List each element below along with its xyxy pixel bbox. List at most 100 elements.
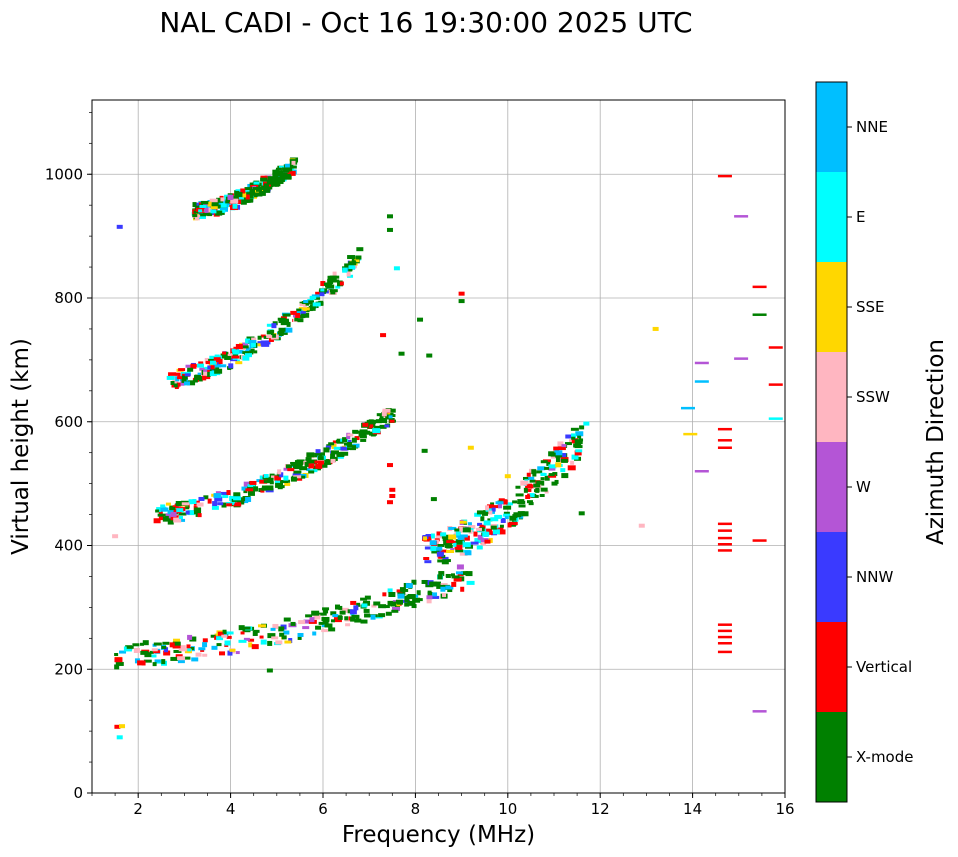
echo-point-x-mode — [458, 299, 465, 304]
echo-point-x-mode — [326, 459, 332, 465]
echo-point-x-mode — [416, 590, 421, 596]
echo-point-x-mode — [515, 485, 521, 489]
echo-point-e — [483, 520, 491, 526]
echo-point-ssw — [178, 648, 187, 652]
echo-point-x-mode — [430, 497, 437, 502]
echo-point-x-mode — [265, 485, 274, 491]
echo-point-x-mode — [550, 452, 556, 457]
echo-point-x-mode — [277, 331, 284, 337]
echo-point-e — [571, 454, 579, 460]
colorbar-label: Vertical — [856, 658, 912, 676]
echo-point-x-mode — [283, 617, 291, 622]
echo-point-x-mode — [350, 445, 357, 451]
echo-point-x-mode — [249, 195, 254, 199]
echo-point-nne — [202, 642, 208, 648]
echo-point-e — [485, 506, 493, 512]
echo-point-e — [490, 517, 499, 522]
echo-point-x-mode — [314, 296, 321, 300]
echo-point-vertical — [717, 529, 732, 532]
echo-point-x-mode — [240, 199, 247, 205]
echo-point-x-mode — [445, 574, 450, 578]
echo-point-nnw — [185, 510, 190, 515]
echo-point-vertical — [259, 635, 264, 639]
echo-point-vertical — [440, 549, 447, 553]
echo-point-x-mode — [456, 539, 463, 545]
echo-point-nne — [211, 645, 218, 650]
echo-point-vertical — [362, 422, 369, 427]
echo-point-x-mode — [334, 604, 340, 610]
echo-point-ssw — [341, 607, 349, 613]
echo-point-x-mode — [363, 608, 370, 613]
echo-point-nne — [528, 476, 535, 480]
echo-point-vertical — [231, 355, 240, 359]
echo-point-vertical — [198, 361, 204, 365]
echo-point-vertical — [158, 515, 164, 521]
echo-point-e — [244, 353, 252, 358]
echo-point-x-mode — [437, 574, 443, 580]
echo-point-x-mode — [536, 470, 543, 474]
colorbar-swatch-e — [816, 172, 847, 262]
echo-point-e — [211, 505, 219, 510]
echo-point-x-mode — [328, 442, 335, 446]
echo-point-x-mode — [266, 668, 273, 673]
echo-point-vertical — [479, 524, 486, 529]
echo-point-nnw — [184, 373, 191, 377]
echo-point-x-mode — [327, 279, 334, 285]
echo-point-w — [187, 634, 193, 640]
echo-point-x-mode — [462, 527, 471, 533]
echo-point-ssw — [204, 357, 210, 363]
echo-point-vertical — [526, 472, 531, 477]
echo-point-e — [186, 370, 191, 375]
echo-point-e — [226, 631, 234, 635]
echo-point-x-mode — [311, 610, 320, 616]
echo-point-x-mode — [379, 414, 384, 419]
echo-point-x-mode — [252, 630, 258, 636]
echo-point-x-mode — [364, 613, 371, 618]
echo-point-nne — [248, 340, 257, 344]
echo-point-x-mode — [387, 408, 396, 413]
echo-point-x-mode — [267, 633, 276, 639]
echo-point-nne — [218, 364, 227, 368]
echo-point-vertical — [173, 372, 181, 378]
echo-point-ssw — [638, 523, 645, 528]
echo-point-x-mode — [143, 659, 152, 663]
echo-point-x-mode — [390, 601, 397, 607]
echo-point-x-mode — [290, 621, 296, 626]
echo-point-e — [242, 355, 250, 361]
echo-point-ssw — [207, 207, 212, 213]
echo-point-x-mode — [351, 437, 357, 443]
echo-point-vertical — [473, 531, 478, 537]
echo-point-x-mode — [155, 509, 160, 513]
y-tick-label: 1000 — [45, 165, 83, 183]
echo-point-e — [312, 302, 321, 307]
echo-point-vertical — [396, 589, 403, 593]
echo-point-sse — [284, 482, 291, 486]
echo-point-x-mode — [310, 459, 318, 465]
echo-point-nne — [388, 415, 393, 419]
echo-point-x-mode — [221, 502, 227, 508]
echo-point-x-mode — [376, 413, 384, 417]
echo-point-vertical — [219, 651, 226, 656]
echo-point-x-mode — [178, 512, 187, 516]
echo-point-vertical — [502, 499, 508, 505]
echo-point-x-mode — [275, 169, 280, 173]
echo-point-e — [250, 342, 256, 348]
echo-point-x-mode — [399, 587, 406, 591]
echo-point-ssw — [442, 593, 447, 598]
echo-point-x-mode — [278, 626, 285, 632]
echo-point-ssw — [230, 198, 239, 204]
echo-point-w — [734, 357, 749, 360]
echo-point-x-mode — [555, 454, 562, 458]
echo-point-x-mode — [132, 643, 140, 647]
echo-point-x-mode — [306, 452, 315, 458]
echo-point-x-mode — [526, 500, 533, 504]
echo-point-x-mode — [577, 435, 582, 439]
echo-point-ssw — [271, 636, 279, 640]
echo-point-x-mode — [330, 289, 336, 295]
echo-point-vertical — [446, 540, 455, 544]
echo-point-sse — [211, 493, 216, 497]
echo-point-e — [187, 510, 195, 516]
echo-point-sse — [173, 638, 181, 643]
echo-point-x-mode — [126, 645, 134, 649]
echo-point-x-mode — [385, 414, 392, 420]
